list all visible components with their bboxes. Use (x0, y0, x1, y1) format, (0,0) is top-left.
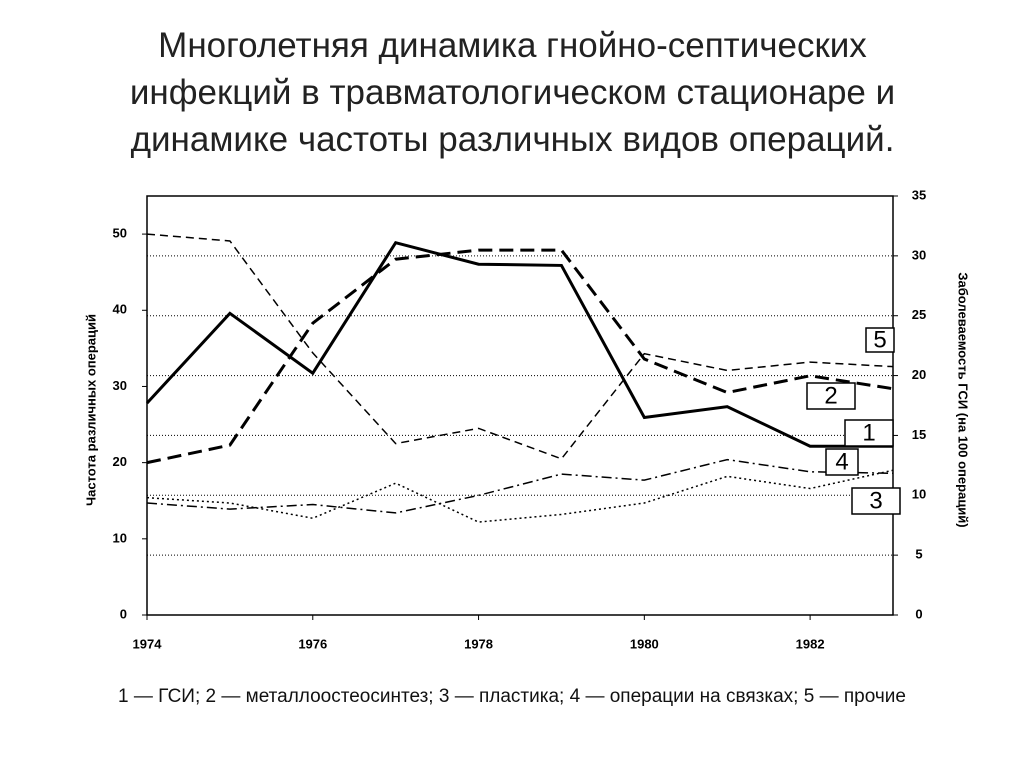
series-label-box (806, 382, 856, 410)
plot-frame (146, 195, 894, 616)
series-label-box (825, 448, 859, 476)
x-tick-label: 1980 (630, 636, 659, 651)
y-axis-label: Частота различных операций (83, 314, 98, 506)
y-tick-label: 40 (113, 302, 127, 317)
y-tick-label: 10 (113, 530, 127, 545)
y-tick-label: 20 (113, 454, 127, 469)
x-tick-label: 1976 (298, 636, 327, 651)
series-line (145, 240, 893, 448)
y-tick-label: 0 (120, 606, 127, 621)
chart: Частота различных операций Заболеваемост… (83, 187, 971, 651)
y2-tick-label: 20 (912, 367, 926, 382)
y2-tick-label: 35 (912, 187, 926, 202)
series-line (146, 458, 894, 514)
series-label: 1 (862, 419, 875, 446)
x-tick-label: 1978 (464, 636, 493, 651)
y2-tick-label: 15 (912, 427, 926, 442)
series-label: 4 (835, 448, 848, 475)
series-line (146, 469, 894, 523)
y-tick-label: 50 (113, 226, 127, 241)
y2-tick-label: 0 (915, 606, 922, 621)
series-label: 3 (869, 487, 882, 514)
y2-tick-label: 25 (912, 307, 926, 322)
series-label: 5 (873, 326, 886, 353)
series-label-box (851, 487, 901, 515)
x-tick-label: 1982 (796, 636, 825, 651)
y2-tick-label: 5 (915, 547, 922, 562)
y2-tick-label: 10 (912, 487, 926, 502)
series-line (146, 233, 894, 460)
series-label-box (844, 419, 894, 447)
y-tick-label: 30 (113, 378, 127, 393)
legend-caption: 1 — ГСИ; 2 — металлоостеосинтез; 3 — пла… (118, 686, 906, 707)
series-label: 2 (824, 382, 837, 409)
y2-axis-label: Заболеваемость ГСИ (на 100 операций) (956, 272, 971, 527)
y2-tick-label: 30 (912, 247, 926, 262)
series-label-box (865, 327, 895, 353)
slide-title: Многолетняя динамика гнойно-септических … (129, 26, 896, 159)
x-tick-label: 1974 (133, 636, 163, 651)
series-line (146, 248, 894, 465)
